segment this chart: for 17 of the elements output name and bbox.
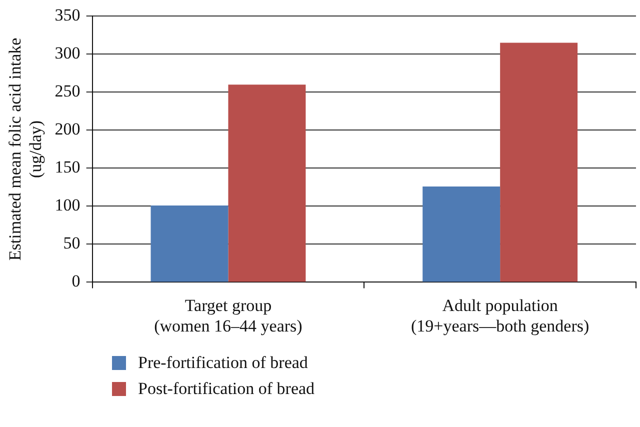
y-tick-label: 150 bbox=[54, 158, 80, 177]
x-tick-label: Target group (women 16–44 years) bbox=[154, 296, 302, 336]
y-tick-label: 350 bbox=[54, 6, 80, 25]
y-tick-label: 50 bbox=[63, 234, 80, 253]
legend-label: Post-fortification of bread bbox=[138, 379, 315, 399]
x-tick-label: Adult population (19+years—both genders) bbox=[411, 296, 590, 336]
legend-label: Pre-fortification of bread bbox=[138, 353, 308, 373]
y-tick-label: 0 bbox=[72, 272, 80, 291]
bar bbox=[500, 42, 578, 282]
y-tick-label: 250 bbox=[54, 82, 80, 101]
bar bbox=[228, 84, 306, 282]
y-tick-label: 200 bbox=[54, 120, 80, 139]
y-tick-label: 100 bbox=[54, 196, 80, 215]
bar bbox=[422, 186, 500, 282]
bar bbox=[150, 205, 228, 282]
y-tick-label: 300 bbox=[54, 44, 80, 63]
y-axis-title: Estimated mean folic acid intake (ug/day) bbox=[6, 38, 46, 261]
